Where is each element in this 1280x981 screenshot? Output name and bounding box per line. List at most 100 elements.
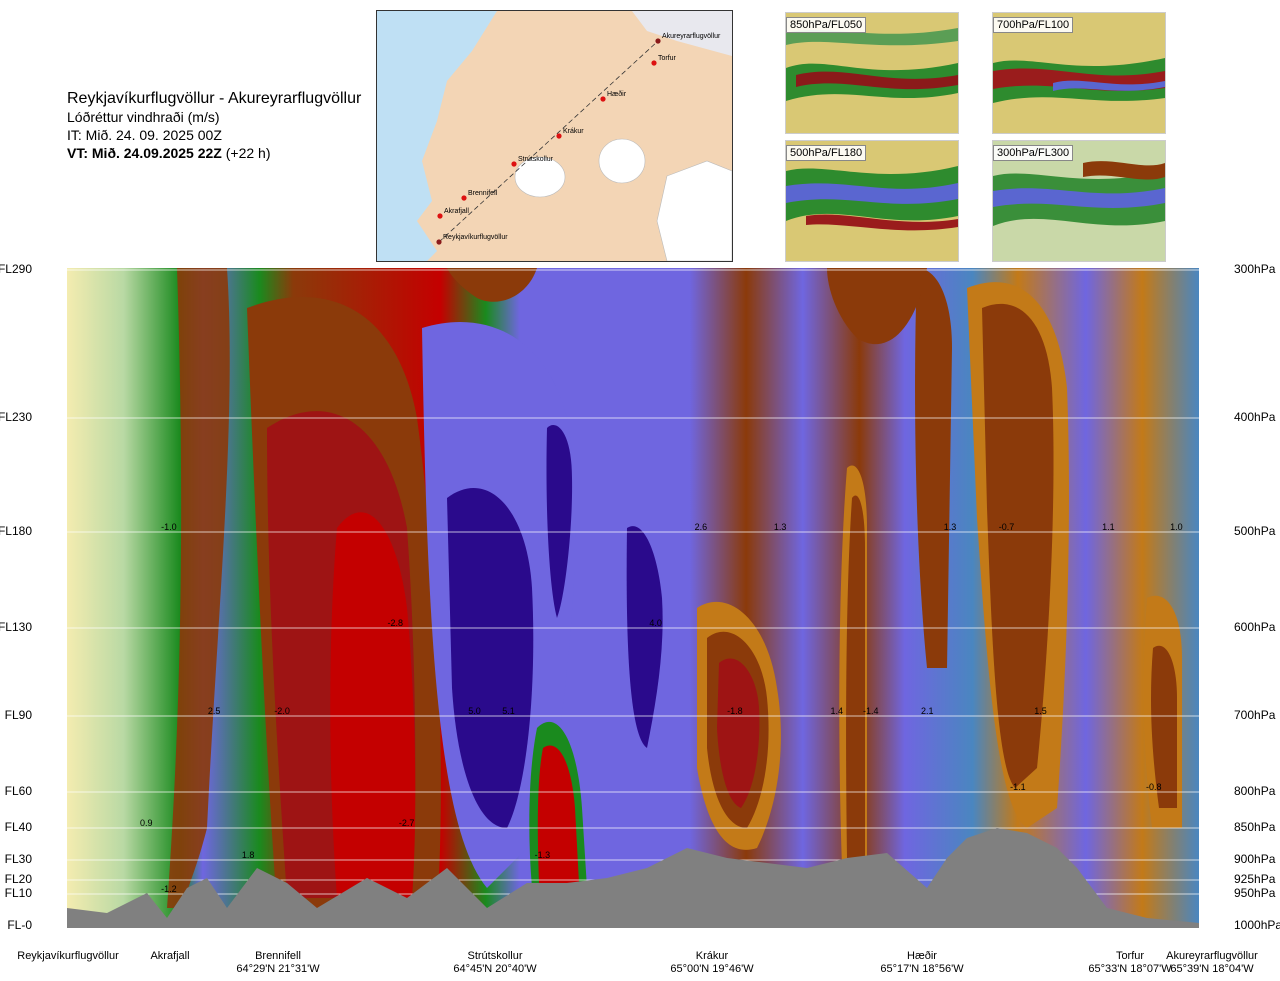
value-label: 1.3 bbox=[944, 522, 957, 532]
hpa-label: 500hPa bbox=[1234, 524, 1276, 538]
route-point-label: Reykjavíkurflugvöllur bbox=[443, 234, 508, 241]
field-blobs bbox=[167, 268, 1182, 909]
value-label: -1.3 bbox=[535, 850, 551, 860]
station-name: Akrafjall bbox=[150, 950, 190, 962]
value-label: 1.5 bbox=[1034, 706, 1047, 716]
fl-label: FL290 bbox=[0, 262, 32, 276]
fl-label: FL180 bbox=[0, 524, 32, 538]
station-label: Krákur 65°00'N 19°46'W bbox=[642, 950, 782, 976]
route-point-label: Krákur bbox=[563, 128, 584, 135]
valid-time-line: VT: Mið. 24.09.2025 22Z (+22 h) bbox=[67, 144, 361, 162]
station-name: Strútskollur bbox=[467, 950, 523, 962]
value-label: -2.8 bbox=[388, 618, 404, 628]
thumb-label-500: 500hPa/FL180 bbox=[786, 145, 867, 161]
value-label: 0.9 bbox=[140, 818, 153, 828]
station-name: Reykjavíkurflugvöllur bbox=[17, 950, 119, 962]
thumb-map-850 bbox=[786, 13, 958, 133]
hpa-label: 800hPa bbox=[1234, 784, 1276, 798]
station-name: Brennifell bbox=[255, 950, 301, 962]
value-label: 1.8 bbox=[242, 850, 255, 860]
route-minimap: Akureyrarflugvöllur Torfur Hæðir Krákur Strú… bbox=[376, 10, 733, 262]
thumb-label-300: 300hPa/FL300 bbox=[993, 145, 1074, 161]
thumbnail-850[interactable]: 850hPa/FL050 bbox=[785, 12, 959, 134]
value-label: -1.1 bbox=[1010, 782, 1026, 792]
fl-label: FL40 bbox=[4, 820, 32, 834]
thumbnail-500[interactable]: 500hPa/FL180 bbox=[785, 140, 959, 262]
thumbnail-300[interactable]: 300hPa/FL300 bbox=[992, 140, 1166, 262]
route-point-label: Akrafjall bbox=[444, 208, 469, 215]
station-name: Hæðir bbox=[907, 950, 937, 962]
route-line bbox=[438, 40, 659, 243]
station-coord: 65°39'N 18°04'W bbox=[1170, 963, 1254, 975]
fl-label: FL30 bbox=[4, 852, 32, 866]
fl-label: FL-0 bbox=[7, 918, 32, 932]
value-label: -0.7 bbox=[999, 522, 1015, 532]
highland-ne bbox=[632, 11, 732, 56]
value-label: 1.3 bbox=[774, 522, 787, 532]
cross-section-chart: -1.0 1.1 1.0 2.6 1.3 1.3 -0.7 -2.8 4.0 2.5 -2.0 5.0… bbox=[67, 268, 1199, 928]
route-point-label: Akureyrarflugvöllur bbox=[662, 33, 721, 40]
hpa-label: 900hPa bbox=[1234, 852, 1276, 866]
fl-label: FL130 bbox=[0, 620, 32, 634]
hpa-label: 950hPa bbox=[1234, 886, 1276, 900]
route-point-marker bbox=[511, 161, 517, 167]
station-label: Brennifell 64°29'N 21°31'W bbox=[208, 950, 348, 976]
thumb-label-700: 700hPa/FL100 bbox=[993, 17, 1074, 33]
value-label: -1.0 bbox=[161, 522, 177, 532]
station-coord: 65°17'N 18°56'W bbox=[880, 963, 964, 975]
hpa-label: 700hPa bbox=[1234, 708, 1276, 722]
value-label: 5.0 bbox=[468, 706, 481, 716]
thumb-map-700 bbox=[993, 13, 1165, 133]
fl-label: FL230 bbox=[0, 410, 32, 424]
hpa-label: 300hPa bbox=[1234, 262, 1276, 276]
value-label: 1.4 bbox=[831, 706, 844, 716]
station-coord: 64°29'N 21°31'W bbox=[236, 963, 320, 975]
minimap-svg: Akureyrarflugvöllur Torfur Hæðir Krákur Strú… bbox=[377, 11, 732, 261]
station-label: Akureyrarflugvöllur 65°39'N 18°04'W bbox=[1142, 950, 1280, 976]
variable-label: Lóðréttur vindhraði (m/s) bbox=[67, 109, 220, 125]
hpa-label: 925hPa bbox=[1234, 872, 1276, 886]
glacier-langjokull bbox=[514, 156, 566, 198]
route-point-marker bbox=[600, 96, 606, 102]
hpa-label: 850hPa bbox=[1234, 820, 1276, 834]
station-coord: 65°00'N 19°46'W bbox=[670, 963, 754, 975]
value-label: -2.7 bbox=[399, 818, 415, 828]
route-point-label: Brennifell bbox=[468, 190, 498, 197]
issue-time: IT: Mið. 24. 09. 2025 00Z bbox=[67, 127, 222, 143]
route-point-label: Torfur bbox=[658, 55, 677, 62]
value-label: 1.1 bbox=[1102, 522, 1115, 532]
glacier-se bbox=[656, 160, 732, 261]
value-label: -2.0 bbox=[274, 706, 290, 716]
station-name: Akureyrarflugvöllur bbox=[1166, 950, 1258, 962]
route-point-marker bbox=[461, 195, 467, 201]
value-label: 2.5 bbox=[208, 706, 221, 716]
route-point-marker bbox=[437, 213, 443, 219]
station-label: Torfur 65°33'N 18°07'W bbox=[1060, 950, 1200, 976]
station-label: Reykjavíkurflugvöllur bbox=[0, 950, 138, 963]
fl-label: FL20 bbox=[4, 872, 32, 886]
valid-time: VT: Mið. 24.09.2025 22Z bbox=[67, 145, 222, 161]
value-label: 4.0 bbox=[649, 618, 662, 628]
value-label: 5.1 bbox=[502, 706, 515, 716]
station-label: Strútskollur 64°45'N 20°40'W bbox=[425, 950, 565, 976]
route-point-label: Hæðir bbox=[607, 90, 627, 98]
value-label: -0.8 bbox=[1146, 782, 1162, 792]
station-name: Krákur bbox=[695, 950, 729, 962]
sea-west bbox=[377, 11, 497, 261]
route-title: Reykjavíkurflugvöllur - Akureyrarflugvöl… bbox=[67, 90, 362, 107]
thumbnail-700[interactable]: 700hPa/FL100 bbox=[992, 12, 1166, 134]
value-label: 2.1 bbox=[921, 706, 934, 716]
thumb-map-500 bbox=[786, 141, 958, 261]
route-point-marker bbox=[436, 239, 442, 245]
lead-time: (+22 h) bbox=[225, 145, 271, 161]
fl-label: FL10 bbox=[4, 886, 32, 900]
station-label: Akrafjall bbox=[100, 950, 240, 963]
chart-header: Reykjavíkurflugvöllur - Akureyrarflugvöl… bbox=[67, 90, 361, 162]
value-label: -1.8 bbox=[727, 706, 743, 716]
hpa-label: 600hPa bbox=[1234, 620, 1276, 634]
thumb-map-300 bbox=[993, 141, 1165, 261]
value-label: -1.2 bbox=[161, 884, 177, 894]
terrain-profile bbox=[67, 828, 1199, 928]
value-label: 2.6 bbox=[695, 522, 708, 532]
station-name: Torfur bbox=[1115, 950, 1145, 962]
